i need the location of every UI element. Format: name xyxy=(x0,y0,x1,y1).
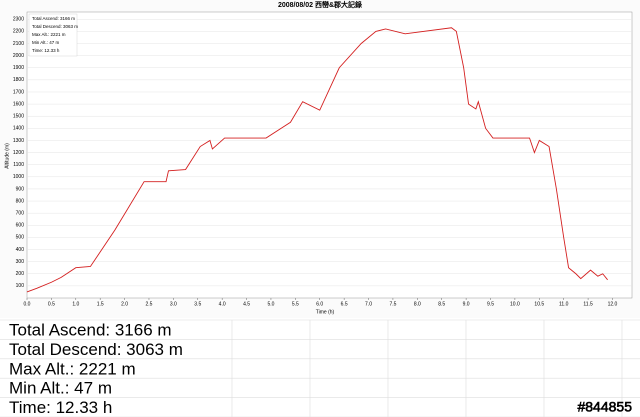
x-tick-label: 1.5 xyxy=(97,301,104,307)
y-tick-label: 800 xyxy=(16,198,25,204)
y-tick-label: 400 xyxy=(16,247,25,253)
y-tick-label: 100 xyxy=(16,283,25,289)
x-tick-label: 6.0 xyxy=(316,301,323,307)
y-tick-label: 600 xyxy=(16,223,25,229)
y-tick-label: 1900 xyxy=(13,65,24,71)
x-tick-label: 4.0 xyxy=(219,301,226,307)
x-tick-label: 11.0 xyxy=(559,301,569,307)
stats-line: Total Descend: 3063 m xyxy=(9,340,183,359)
stats-small: Total Descend: 3063 m xyxy=(32,24,78,29)
y-tick-label: 900 xyxy=(16,186,25,192)
x-tick-label: 5.0 xyxy=(267,301,274,307)
table-grid xyxy=(0,319,640,417)
x-tick-label: 2.5 xyxy=(145,301,152,307)
chart-title: 2008/08/02 西巒&郡大記錄 xyxy=(278,0,363,9)
y-tick-label: 2300 xyxy=(13,17,24,23)
x-tick-label: 8.5 xyxy=(438,301,445,307)
stats-small: Total Ascend: 3166 m xyxy=(32,16,75,21)
watermark: #844855 xyxy=(577,399,632,415)
y-tick-label: 700 xyxy=(16,210,25,216)
x-axis-label: Time (h) xyxy=(316,309,335,315)
x-tick-label: 1.0 xyxy=(72,301,79,307)
x-tick-label: 11.5 xyxy=(583,301,593,307)
x-tick-label: 10.0 xyxy=(510,301,520,307)
y-tick-label: 2100 xyxy=(13,41,24,47)
y-tick-label: 1100 xyxy=(13,162,24,168)
x-tick-label: 10.5 xyxy=(534,301,544,307)
altitude-line xyxy=(26,27,608,293)
x-tick-label: 3.0 xyxy=(170,301,177,307)
y-tick-label: 1300 xyxy=(13,138,24,144)
stats-line: Max Alt.: 2221 m xyxy=(9,359,136,378)
plot-area xyxy=(26,11,633,299)
y-tick-label: 1000 xyxy=(13,174,24,180)
y-tick-label: 200 xyxy=(16,271,25,277)
x-tick-label: 12.0 xyxy=(608,301,618,307)
stats-small: Time: 12.33 h xyxy=(32,48,60,53)
x-tick-label: 8.0 xyxy=(414,301,421,307)
x-tick-label: 7.5 xyxy=(389,301,396,307)
x-tick-label: 0.0 xyxy=(24,301,31,307)
y-tick-label: 2200 xyxy=(13,29,24,35)
y-tick-label: 2000 xyxy=(13,53,24,59)
x-tick-label: 7.0 xyxy=(365,301,372,307)
y-tick-label: 1700 xyxy=(13,89,24,95)
x-tick-label: 5.5 xyxy=(292,301,299,307)
x-tick-label: 6.5 xyxy=(341,301,348,307)
x-tick-label: 3.5 xyxy=(194,301,201,307)
y-tick-label: 300 xyxy=(16,259,25,265)
x-tick-label: 9.5 xyxy=(487,301,494,307)
y-tick-label: 1400 xyxy=(13,126,24,132)
y-tick-label: 1500 xyxy=(13,114,24,120)
x-tick-label: 0.5 xyxy=(48,301,55,307)
stats-line: Time: 12.33 h xyxy=(9,398,112,417)
y-tick-label: 1800 xyxy=(13,77,24,83)
y-tick-label: 1600 xyxy=(13,101,24,107)
x-tick-label: 2.0 xyxy=(121,301,128,307)
stats-line: Total Ascend: 3166 m xyxy=(9,320,172,339)
x-tick-label: 9.0 xyxy=(463,301,470,307)
stats-small: Max Alt.: 2221 m xyxy=(32,32,66,37)
stats-small: Min Alt.: 47 m xyxy=(32,40,60,45)
y-axis-label: Altitude (m) xyxy=(4,143,10,169)
y-tick-label: 500 xyxy=(16,235,25,241)
y-tick-label: 1200 xyxy=(13,150,24,156)
x-tick-label: 4.5 xyxy=(243,301,250,307)
stats-line: Min Alt.: 47 m xyxy=(9,379,112,398)
stats-box xyxy=(28,13,78,57)
